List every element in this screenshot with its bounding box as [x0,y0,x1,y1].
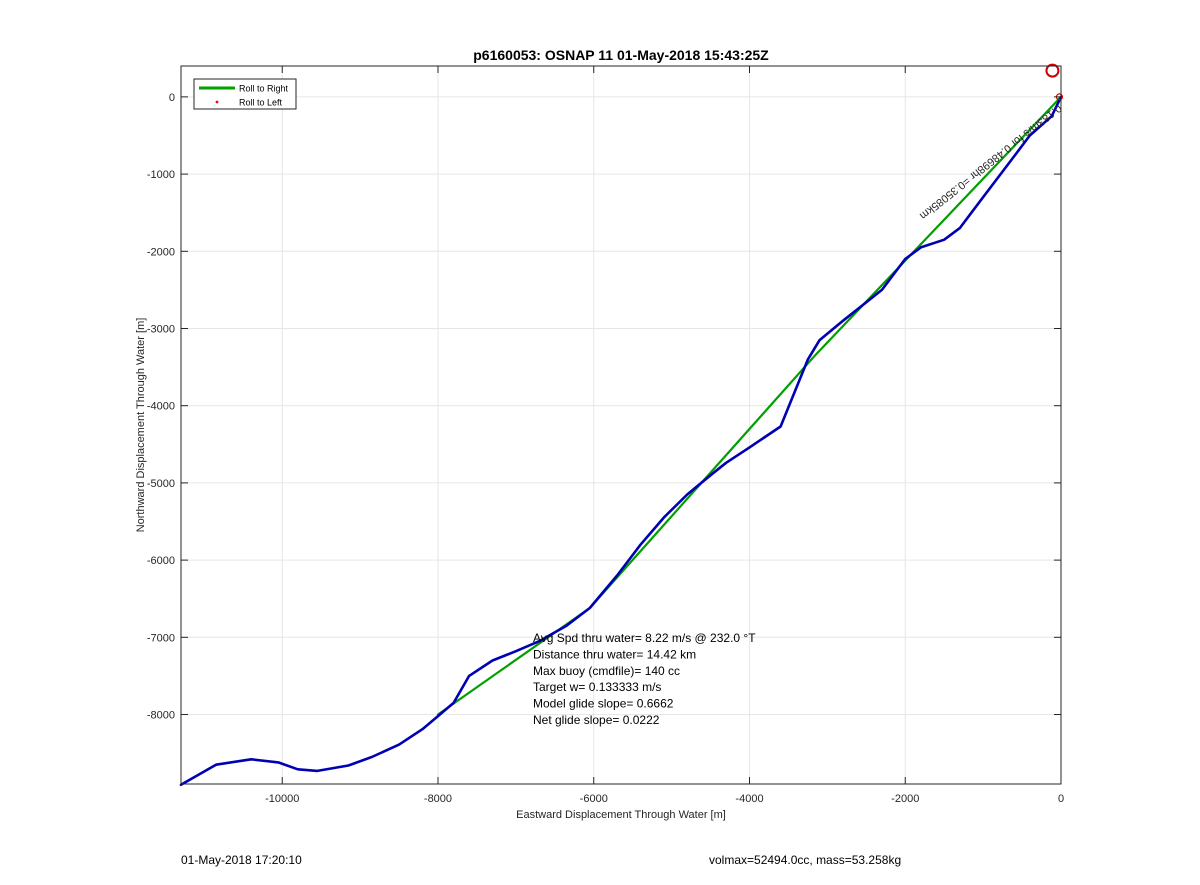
y-tick-label: -7000 [147,632,175,644]
axes-box [180,65,1062,785]
x-tick-label: 0 [1058,793,1064,805]
y-tick-label: -4000 [147,401,175,413]
footer-timestamp: 01-May-2018 17:20:10 [181,853,302,867]
footer-volmax-mass: volmax=52494.0cc, mass=53.258kg [709,853,902,867]
stats-line: Target w= 0.133333 m/s [533,680,661,694]
stats-annotation: Avg Spd thru water= 8.22 m/s @ 232.0 °T D… [533,631,756,727]
stats-line: Net glide slope= 0.0222 [533,713,660,727]
x-tick-label: -2000 [891,793,919,805]
y-tick-label: 0 [169,92,175,104]
y-tick-label: -2000 [147,246,175,258]
legend-box [193,78,297,110]
x-tick-label: -6000 [580,793,608,805]
legend-swatch-dot [215,100,219,104]
marker-layer [1045,63,1064,101]
start-marker [1045,63,1060,78]
tick-layer: -10000 -8000 -6000 -4000 -2000 0 0 -1000 -2000 -3… [147,66,1064,805]
x-tick-label: -8000 [424,793,452,805]
x-tick-label: -4000 [735,793,763,805]
stats-line: Distance thru water= 14.42 km [533,647,696,661]
track-line [179,95,1063,787]
x-axis-label: Eastward Displacement Through Water [m] [516,809,726,821]
y-axis-label: Northward Displacement Through Water [m] [135,318,147,533]
legend-label: Roll to Left [239,98,283,108]
y-tick-label: -8000 [147,710,175,722]
stats-line: Avg Spd thru water= 8.22 m/s @ 232.0 °T [533,631,756,645]
x-tick-label: -10000 [265,793,299,805]
y-tick-label: -6000 [147,555,175,567]
stats-line: Model glide slope= 0.6662 [533,697,674,711]
chart-title: p6160053: OSNAP 11 01-May-2018 15:43:25Z [473,47,769,63]
stats-line: Max buoy (cmdfile)= 140 cc [533,664,680,678]
y-tick-label: -1000 [147,169,175,181]
legend: Roll to Right Roll to Left [193,78,297,110]
series-layer [179,95,1063,787]
y-tick-label: -3000 [147,323,175,335]
legend-label: Roll to Right [239,84,289,94]
y-tick-label: -5000 [147,478,175,490]
rotated-annotation: 0.183m/s for 0.48698hr =0.35085km [917,102,1064,222]
